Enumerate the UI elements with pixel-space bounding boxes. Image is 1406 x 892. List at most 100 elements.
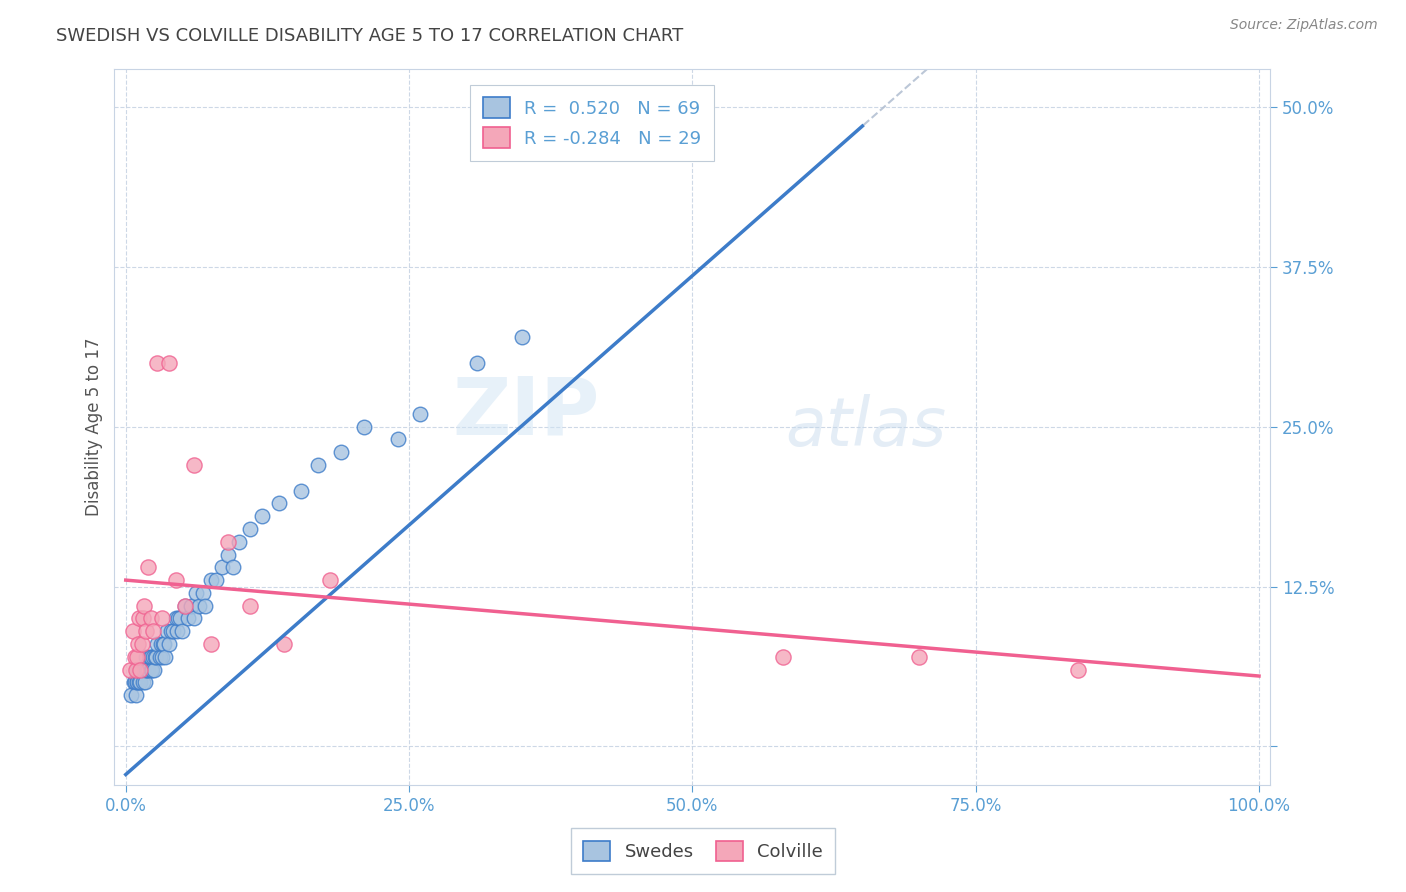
Point [135, 663, 157, 677]
Point [143, 649, 166, 664]
Point [149, 649, 172, 664]
Point [173, 599, 195, 613]
Point [409, 407, 432, 421]
Point [128, 611, 150, 625]
Point [143, 663, 166, 677]
Point [172, 624, 194, 639]
Text: ZIP: ZIP [453, 374, 600, 451]
Point [166, 624, 188, 639]
Point [134, 675, 156, 690]
Point [465, 356, 488, 370]
Point [135, 649, 157, 664]
Point [120, 688, 142, 702]
Point [188, 599, 211, 613]
Point [135, 624, 157, 639]
Legend: R =  0.520   N = 69, R = -0.284   N = 29: R = 0.520 N = 69, R = -0.284 N = 29 [470, 85, 714, 161]
Point [239, 599, 262, 613]
Point [307, 458, 329, 472]
Point [139, 611, 162, 625]
Legend: Swedes, Colville: Swedes, Colville [571, 828, 835, 874]
Point [125, 663, 148, 677]
Point [273, 637, 295, 651]
Text: SWEDISH VS COLVILLE DISABILITY AGE 5 TO 17 CORRELATION CHART: SWEDISH VS COLVILLE DISABILITY AGE 5 TO … [56, 27, 683, 45]
Point [128, 675, 150, 690]
Point [129, 663, 152, 677]
Point [138, 663, 160, 677]
Point [200, 637, 222, 651]
Point [167, 611, 190, 625]
Y-axis label: Disability Age 5 to 17: Disability Age 5 to 17 [86, 337, 103, 516]
Point [124, 649, 146, 664]
Point [146, 637, 169, 651]
Point [908, 649, 931, 664]
Point [124, 675, 146, 690]
Point [125, 675, 148, 690]
Point [162, 624, 184, 639]
Point [152, 637, 174, 651]
Point [142, 624, 165, 639]
Point [290, 483, 312, 498]
Point [120, 663, 142, 677]
Point [132, 663, 155, 677]
Point [150, 611, 173, 625]
Point [141, 663, 163, 677]
Point [125, 649, 148, 664]
Point [138, 560, 160, 574]
Point [153, 637, 176, 651]
Point [145, 649, 167, 664]
Point [183, 458, 205, 472]
Point [132, 675, 155, 690]
Point [228, 534, 250, 549]
Point [125, 663, 148, 677]
Point [157, 637, 180, 651]
Point [267, 496, 290, 510]
Point [319, 573, 342, 587]
Point [121, 624, 143, 639]
Point [139, 663, 162, 677]
Point [205, 573, 228, 587]
Point [132, 663, 155, 677]
Point [131, 663, 153, 677]
Point [222, 560, 245, 574]
Point [155, 624, 177, 639]
Point [157, 356, 180, 370]
Point [180, 599, 202, 613]
Point [200, 573, 222, 587]
Point [183, 611, 205, 625]
Point [139, 649, 162, 664]
Point [165, 573, 187, 587]
Point [132, 599, 155, 613]
Point [211, 560, 233, 574]
Point [129, 663, 152, 677]
Point [125, 688, 148, 702]
Point [512, 330, 534, 344]
Point [184, 586, 207, 600]
Point [132, 611, 155, 625]
Point [142, 649, 165, 664]
Point [177, 611, 200, 625]
Text: atlas: atlas [785, 393, 946, 459]
Point [127, 663, 149, 677]
Point [387, 433, 409, 447]
Point [330, 445, 353, 459]
Point [173, 599, 195, 613]
Point [239, 522, 262, 536]
Point [353, 419, 375, 434]
Point [155, 649, 177, 664]
Point [217, 534, 239, 549]
Point [217, 548, 239, 562]
Point [149, 637, 172, 651]
Point [127, 637, 149, 651]
Point [169, 611, 191, 625]
Point [1066, 663, 1088, 677]
Point [160, 624, 183, 639]
Point [191, 586, 214, 600]
Point [122, 675, 145, 690]
Point [150, 649, 173, 664]
Point [250, 509, 273, 524]
Point [194, 599, 217, 613]
Point [131, 637, 153, 651]
Point [165, 611, 187, 625]
Point [136, 663, 159, 677]
Point [138, 649, 160, 664]
